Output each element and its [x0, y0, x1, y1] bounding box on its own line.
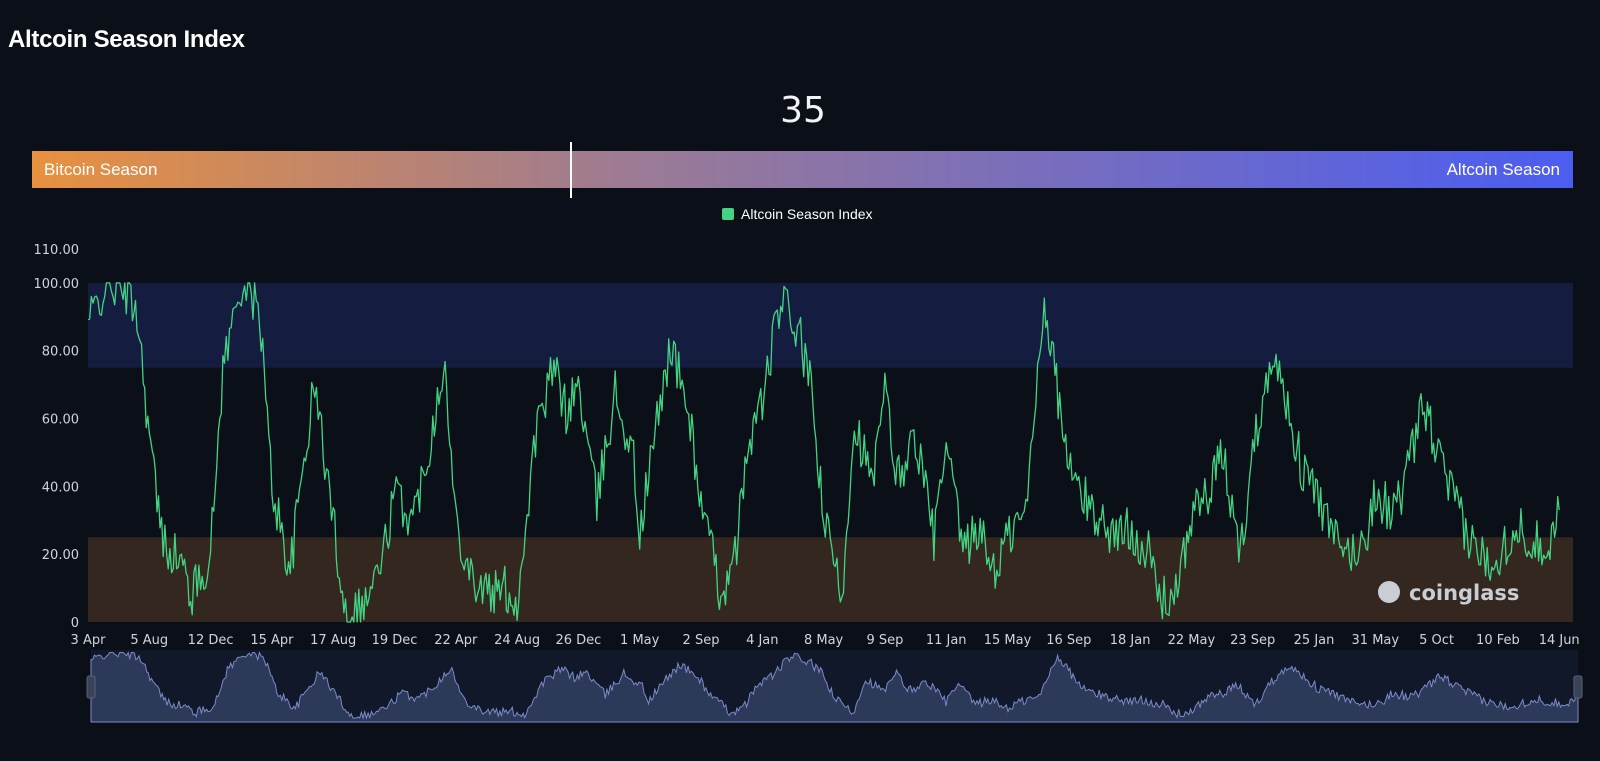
x-tick-label: 9 Sep: [866, 633, 903, 648]
y-tick-label: 60.00: [42, 413, 79, 428]
y-tick-label: 0: [71, 616, 79, 631]
x-tick-label: 2 Sep: [683, 633, 720, 648]
bitcoin-season-band: [88, 537, 1573, 622]
coinglass-watermark-text: coinglass: [1409, 581, 1519, 605]
y-tick-label: 100.00: [34, 277, 80, 292]
x-tick-label: 19 Dec: [372, 633, 418, 648]
x-tick-label: 15 Apr: [250, 633, 294, 648]
x-tick-label: 14 Jun: [1539, 633, 1580, 648]
coinglass-watermark: coinglass: [1378, 581, 1519, 605]
x-tick-label: 22 May: [1168, 633, 1216, 648]
x-tick-label: 10 Feb: [1476, 633, 1520, 648]
x-tick-label: 15 May: [984, 633, 1032, 648]
x-tick-label: 8 May: [804, 633, 844, 648]
legend-swatch: [722, 208, 734, 220]
navigator-series: [90, 651, 1579, 723]
x-tick-label: 16 Sep: [1046, 633, 1091, 648]
y-tick-label: 40.00: [42, 480, 79, 495]
bitcoin-season-label: Bitcoin Season: [44, 160, 158, 179]
navigator-right-handle[interactable]: [1573, 675, 1583, 699]
chart-legend[interactable]: Altcoin Season Index: [722, 206, 873, 222]
y-tick-label: 110.00: [34, 243, 80, 258]
index-value: 35: [780, 90, 826, 131]
x-tick-label: 23 Sep: [1230, 633, 1275, 648]
x-tick-label: 5 Aug: [130, 633, 168, 648]
coinglass-logo-icon: [1378, 581, 1400, 603]
x-tick-label: 3 Apr: [71, 633, 107, 648]
x-tick-label: 31 May: [1352, 633, 1400, 648]
x-tick-label: 26 Dec: [555, 633, 601, 648]
x-tick-label: 12 Dec: [188, 633, 234, 648]
x-tick-label: 24 Aug: [494, 633, 540, 648]
altcoin-season-label: Altcoin Season: [1446, 160, 1560, 179]
x-tick-label: 1 May: [620, 633, 660, 648]
legend-label: Altcoin Season Index: [741, 206, 873, 222]
altcoin-season-band: [88, 282, 1573, 368]
x-tick-label: 5 Oct: [1419, 633, 1454, 648]
x-tick-label: 17 Aug: [310, 633, 356, 648]
x-tick-label: 22 Apr: [434, 633, 478, 648]
index-series-line: [87, 282, 1560, 623]
x-tick-label: 11 Jan: [926, 633, 967, 648]
page-title: Altcoin Season Index: [8, 26, 245, 53]
gauge-marker: [570, 142, 573, 198]
x-tick-label: 25 Jan: [1294, 633, 1335, 648]
x-tick-label: 4 Jan: [746, 633, 778, 648]
navigator-left-handle[interactable]: [86, 675, 96, 699]
y-tick-label: 20.00: [42, 548, 79, 563]
x-tick-label: 18 Jan: [1110, 633, 1151, 648]
y-tick-label: 80.00: [42, 345, 79, 360]
season-gauge-bar: Bitcoin Season Altcoin Season: [32, 142, 1573, 198]
